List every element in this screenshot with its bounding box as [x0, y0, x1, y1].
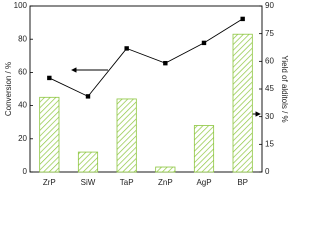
y-axis-title: Conversion / % — [4, 62, 13, 116]
line-marker — [124, 46, 129, 51]
x-tick-label: ZrP — [43, 178, 56, 187]
y2-tick-label: 45 — [265, 84, 274, 93]
x-tick-label: SiW — [81, 178, 96, 187]
bar — [77, 151, 99, 173]
y2-tick-label: 0 — [265, 167, 270, 176]
bar — [39, 96, 60, 173]
line-marker — [47, 75, 52, 81]
line-marker — [163, 60, 168, 66]
chart: Conversion / % Yield of alditols / % 0 20… — [4, 1, 289, 187]
bar — [232, 33, 253, 173]
y2-tick-label: 30 — [265, 112, 274, 121]
y-tick-label: 40 — [18, 101, 27, 110]
line-marker — [201, 40, 207, 46]
y-tick-label: 100 — [14, 1, 28, 10]
x-tick-label: TaP — [120, 178, 134, 187]
y2-axis-title: Yield of alditols / % — [280, 55, 289, 122]
y-tick-label: 0 — [23, 167, 28, 176]
y-tick-label: 60 — [18, 68, 27, 77]
x-tick-label: ZnP — [158, 178, 173, 187]
y2-tick-label: 15 — [265, 139, 274, 148]
y2-tick-label: 60 — [265, 56, 274, 65]
y-tick-label: 20 — [18, 134, 27, 143]
line-marker — [240, 16, 245, 22]
y2-tick-label: 75 — [265, 29, 274, 38]
bar — [193, 125, 215, 173]
line-marker — [85, 94, 91, 99]
bar — [155, 166, 176, 173]
bar — [116, 98, 137, 173]
x-tick-label: BP — [237, 178, 248, 187]
plot-frame — [29, 5, 263, 173]
x-tick-label: AgP — [196, 178, 211, 187]
line — [49, 18, 243, 97]
y2-tick-label: 90 — [265, 1, 274, 10]
y-tick-label: 80 — [18, 34, 27, 43]
